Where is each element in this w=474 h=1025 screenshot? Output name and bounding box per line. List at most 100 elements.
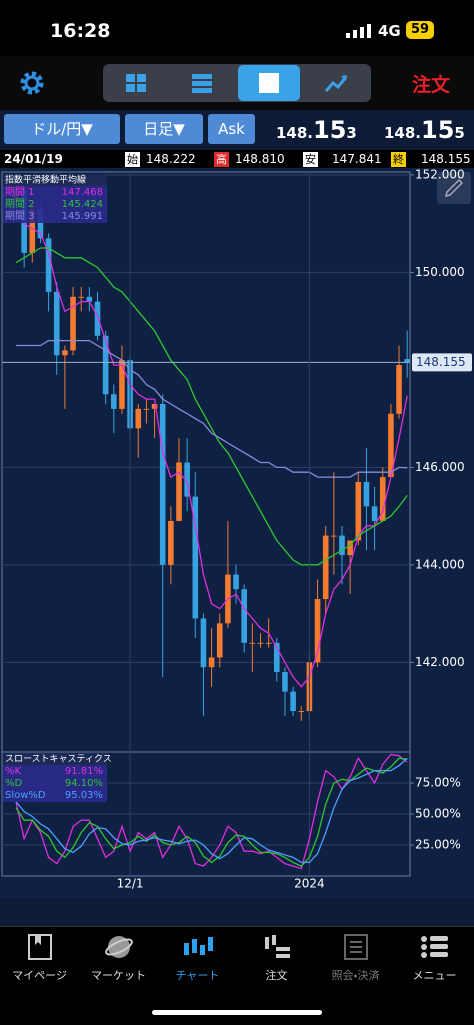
y-tick-label: 146.000: [415, 460, 465, 474]
open-value: 148.222: [146, 152, 196, 166]
nav-label: メニュー: [412, 969, 457, 982]
side-select[interactable]: Ask: [208, 114, 255, 144]
legend-name: Slow%D: [5, 790, 46, 801]
candle-body: [37, 209, 44, 239]
open-tag: 始: [125, 152, 140, 167]
candle-body: [94, 301, 101, 336]
close-tag: 終: [391, 152, 406, 167]
candle-body: [168, 520, 174, 565]
candle-body: [257, 642, 264, 644]
pair-select[interactable]: ドル/円▼: [4, 114, 120, 144]
candle-body: [322, 535, 329, 599]
nav-label: チャート: [175, 969, 220, 982]
battery: 59: [406, 21, 434, 39]
bottom-nav: マイページ マーケット チャート 注文 照会・決済 メニュー: [0, 926, 474, 1025]
order-button[interactable]: 注文: [412, 74, 451, 96]
candle-body: [371, 506, 378, 521]
candle-body: [241, 589, 247, 643]
view-switcher: [103, 64, 371, 102]
candle-body: [29, 209, 36, 253]
legend-name: 期間 3: [5, 210, 35, 222]
candle-body: [314, 598, 321, 663]
candle-body: [216, 623, 223, 658]
candle-body: [86, 296, 93, 302]
candle-body: [339, 535, 345, 556]
candle-body: [363, 481, 370, 507]
legend-value: 145.424: [62, 199, 103, 210]
candle-body: [249, 642, 256, 644]
home-indicator: [152, 1010, 322, 1015]
candle-body: [200, 618, 207, 668]
clock: 16:28: [50, 20, 111, 42]
candle-body: [151, 404, 158, 409]
last-price-tag: [412, 353, 472, 372]
legend-name: 期間 2: [5, 198, 35, 210]
candle-body: [265, 642, 272, 644]
candle-body: [70, 296, 76, 351]
nav-label: 注文: [265, 969, 288, 982]
candle-body: [159, 404, 166, 565]
high-tag: 高: [214, 152, 229, 167]
line-series: [15, 757, 408, 867]
nav-icon: [344, 934, 368, 960]
y-tick-label: 25.00%: [415, 838, 461, 852]
legend-value: 94.10%: [65, 778, 103, 789]
candle-body: [208, 657, 215, 668]
view-list[interactable]: [170, 65, 236, 101]
candle-body: [274, 642, 280, 673]
low-value: 147.841: [332, 152, 382, 166]
price-main: 148.: [276, 124, 314, 142]
interval-select[interactable]: 日足▼: [125, 114, 203, 144]
legend-value: 147.468: [62, 187, 103, 198]
y-tick-label: 144.000: [415, 557, 465, 571]
y-tick-label: 150.000: [415, 265, 465, 279]
settings-icon[interactable]: [18, 69, 46, 97]
toolbar: 注文: [0, 56, 474, 110]
view-single[interactable]: [238, 65, 300, 101]
high-value: 148.810: [235, 152, 285, 166]
line-series: [16, 339, 408, 478]
candle-body: [233, 574, 239, 590]
candle-body: [192, 496, 199, 619]
candle-body: [404, 359, 410, 363]
legend-value: 91.81%: [65, 766, 103, 777]
line-series: [15, 208, 408, 688]
candle-body: [53, 291, 60, 356]
candle-body: [102, 335, 109, 395]
last-price-label: 148.155: [416, 355, 466, 369]
legend-name: 期間 1: [5, 186, 35, 198]
y-tick-label: 152.000: [415, 168, 465, 181]
nav-icon: [28, 934, 52, 960]
candle-body: [62, 350, 68, 356]
price-big: 15: [421, 116, 455, 144]
x-tick-label: 12/1: [117, 877, 144, 891]
legend-name: %K: [5, 766, 22, 777]
candle-body: [388, 413, 394, 478]
view-trend[interactable]: [304, 65, 370, 101]
nav-icon: [184, 937, 213, 955]
candle-body: [143, 408, 150, 410]
status-bar: 16:28 4G 59: [0, 0, 474, 56]
network: 4G: [378, 22, 401, 40]
candle-body: [331, 535, 337, 537]
candle-body: [78, 296, 84, 298]
y-tick-label: 142.000: [415, 655, 465, 669]
candle-body: [282, 672, 288, 692]
pencil-icon: [444, 178, 464, 198]
low-tag: 安: [303, 152, 318, 167]
candle-body: [135, 408, 142, 429]
legend-title-bg: [3, 753, 107, 765]
view-grid[interactable]: [104, 65, 170, 101]
candle-body: [379, 477, 386, 521]
price-small: 5: [454, 124, 465, 142]
legend-title: 指数平滑移動平均線: [5, 174, 86, 186]
candle-body: [45, 238, 52, 292]
spacer: [0, 898, 474, 926]
candle-body: [184, 462, 190, 497]
nav-label: マイページ: [12, 969, 67, 982]
candle-body: [119, 360, 125, 409]
bid-price: 148.153: [276, 116, 357, 144]
close-value: 148.155: [421, 152, 471, 166]
x-tick-label: 2024: [294, 877, 325, 891]
selector-row: ドル/円▼ 日足▼ Ask 148.153 148. 155: [0, 110, 474, 150]
